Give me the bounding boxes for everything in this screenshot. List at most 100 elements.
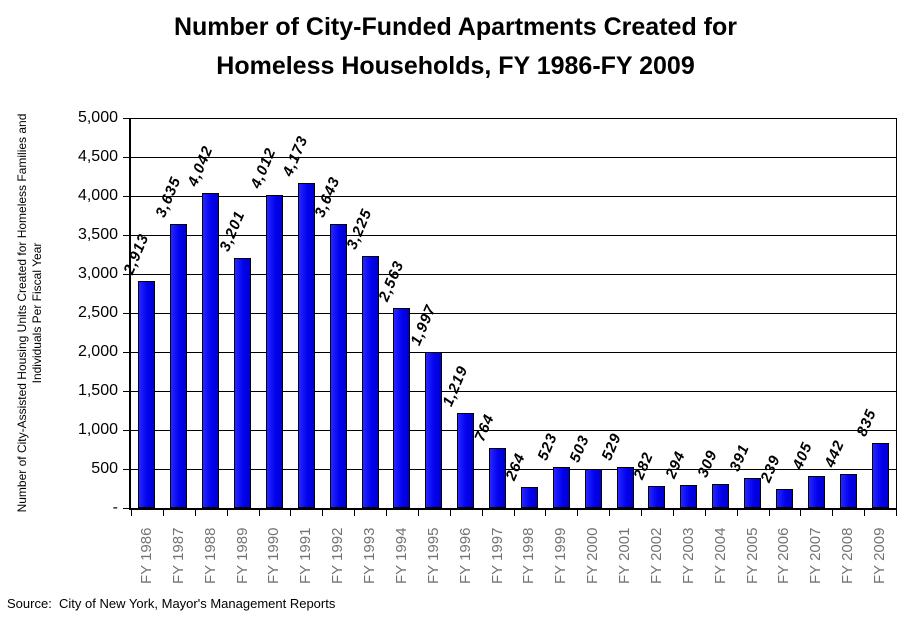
y-tick-mark xyxy=(123,235,130,236)
x-tick-label: FY 1994 xyxy=(393,527,410,584)
y-tick-label: 3,000 xyxy=(77,265,118,282)
gridline xyxy=(131,196,896,197)
x-tick-mark xyxy=(514,510,515,516)
x-tick-mark xyxy=(386,510,387,516)
x-tick-mark xyxy=(673,510,674,516)
x-tick-label: FY 2001 xyxy=(616,527,633,584)
x-tick-label: FY 2005 xyxy=(744,527,761,584)
bar-value-label: 529 xyxy=(598,430,625,463)
bar-value-label: 309 xyxy=(694,447,721,480)
x-tick-label: FY 2009 xyxy=(871,527,888,584)
x-tick-mark xyxy=(737,510,738,516)
y-tick-mark xyxy=(123,313,130,314)
y-axis-line xyxy=(129,118,131,510)
x-tick-mark xyxy=(641,510,642,516)
bar-fy-2000 xyxy=(585,469,602,508)
x-tick-label: FY 1989 xyxy=(234,527,251,584)
x-tick-mark xyxy=(131,510,132,516)
bar-value-label: 835 xyxy=(853,406,880,439)
bar-value-label: 4,042 xyxy=(184,143,217,189)
bar-value-label: 1,219 xyxy=(439,363,472,409)
bar-value-label: 3,635 xyxy=(152,174,185,220)
x-tick-label: FY 2004 xyxy=(712,527,729,584)
x-tick-mark xyxy=(864,510,865,516)
bar-value-label: 523 xyxy=(534,430,561,463)
y-tick-label: 4,500 xyxy=(77,148,118,165)
y-tick-mark xyxy=(123,430,130,431)
bar-fy-1991 xyxy=(298,183,315,508)
y-tick-mark xyxy=(123,391,130,392)
bar-value-label: 264 xyxy=(502,450,529,483)
bar-value-label: 503 xyxy=(566,432,593,465)
x-tick-label: FY 2003 xyxy=(680,527,697,584)
bar-fy-1995 xyxy=(425,352,442,508)
x-tick-label: FY 2002 xyxy=(648,527,665,584)
y-tick-label: - xyxy=(112,499,118,516)
plot-right-border xyxy=(896,118,897,508)
bar-value-label: 1,997 xyxy=(407,302,440,348)
bar-fy-2004 xyxy=(712,484,729,508)
x-tick-mark xyxy=(354,510,355,516)
bar-fy-1989 xyxy=(234,258,251,508)
gridline xyxy=(131,430,896,431)
x-tick-label: FY 1998 xyxy=(520,527,537,584)
bar-value-label: 282 xyxy=(630,449,657,482)
bar-fy-1987 xyxy=(170,224,187,508)
x-tick-label: FY 1987 xyxy=(170,527,187,584)
x-tick-mark xyxy=(577,510,578,516)
bar-fy-1988 xyxy=(202,193,219,508)
x-tick-label: FY 1991 xyxy=(297,527,314,584)
bar-fy-2009 xyxy=(872,443,889,508)
x-tick-mark xyxy=(259,510,260,516)
source-note: Source: City of New York, Mayor's Manage… xyxy=(7,596,336,611)
x-tick-mark xyxy=(450,510,451,516)
bar-fy-2007 xyxy=(808,476,825,508)
y-tick-label: 3,500 xyxy=(77,226,118,243)
x-tick-mark xyxy=(418,510,419,516)
bar-value-label: 3,225 xyxy=(343,206,376,252)
x-tick-mark xyxy=(896,510,897,516)
x-tick-label: FY 1990 xyxy=(265,527,282,584)
x-tick-mark xyxy=(769,510,770,516)
bar-fy-2008 xyxy=(840,474,857,508)
x-tick-mark xyxy=(609,510,610,516)
bar-value-label: 4,012 xyxy=(247,145,280,191)
gridline xyxy=(131,274,896,275)
bar-fy-1994 xyxy=(393,308,410,508)
bar-value-label: 3,201 xyxy=(216,208,249,254)
x-tick-label: FY 1997 xyxy=(489,527,506,584)
x-tick-label: FY 2007 xyxy=(807,527,824,584)
gridline xyxy=(131,157,896,158)
y-tick-label: 2,500 xyxy=(77,304,118,321)
plot-area: 2,913 3,635 4,042 3,201 4,012 4,173 3,643 3,225… xyxy=(120,118,896,508)
bar-fy-1992 xyxy=(330,224,347,508)
x-tick-label: FY 2008 xyxy=(839,527,856,584)
bar-value-label: 442 xyxy=(821,437,848,470)
gridline xyxy=(131,313,896,314)
x-tick-label: FY 2000 xyxy=(584,527,601,584)
y-tick-mark xyxy=(123,196,130,197)
x-tick-mark xyxy=(322,510,323,516)
y-tick-mark xyxy=(123,508,130,509)
bar-value-label: 2,913 xyxy=(120,231,153,277)
x-tick-label: FY 1988 xyxy=(202,527,219,584)
bar-fy-1999 xyxy=(553,467,570,508)
x-axis-line xyxy=(129,508,897,510)
bar-fy-1997 xyxy=(489,448,506,508)
bar-fy-1993 xyxy=(362,256,379,508)
gridline xyxy=(131,469,896,470)
x-tick-mark xyxy=(832,510,833,516)
chart-title: Number of City-Funded Apartments Created… xyxy=(0,8,911,86)
bar-fy-1986 xyxy=(138,281,155,508)
x-tick-mark xyxy=(705,510,706,516)
x-tick-label: FY 1986 xyxy=(138,527,155,584)
x-tick-label: FY 1999 xyxy=(552,527,569,584)
y-tick-label: 4,000 xyxy=(77,187,118,204)
y-tick-mark xyxy=(123,118,130,119)
x-tick-label: FY 1993 xyxy=(361,527,378,584)
bar-fy-2003 xyxy=(680,485,697,508)
y-tick-label: 2,000 xyxy=(77,343,118,360)
x-tick-mark xyxy=(290,510,291,516)
bar-fy-2005 xyxy=(744,478,761,508)
